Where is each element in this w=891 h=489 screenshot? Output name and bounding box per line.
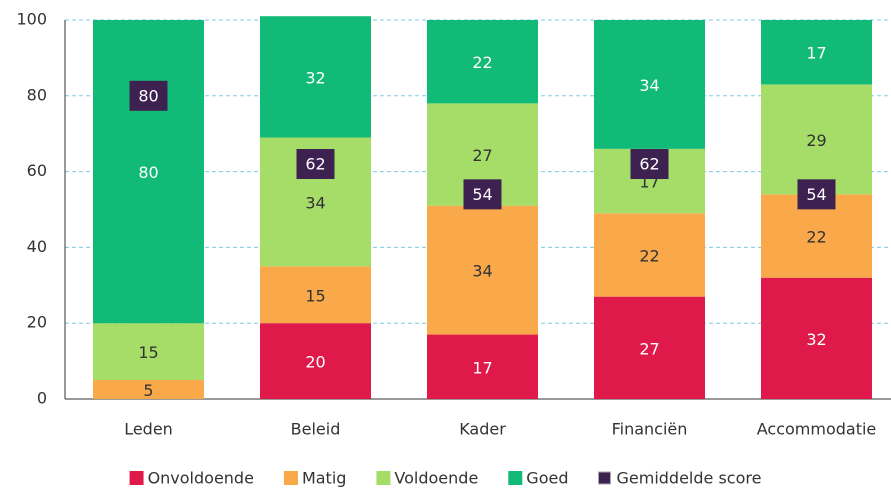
data-label: 5 <box>143 381 153 400</box>
bar-segment <box>93 380 204 399</box>
legend-swatch <box>597 471 611 485</box>
legend-label: Goed <box>526 469 568 488</box>
bar-segment <box>427 205 538 335</box>
bar-segment <box>594 213 705 297</box>
data-label: 17 <box>806 44 826 63</box>
bar-segment <box>594 296 705 399</box>
x-tick-label: Financiën <box>612 420 688 439</box>
bar-segment <box>427 334 538 399</box>
average-label: 80 <box>138 86 158 105</box>
data-label: 15 <box>138 343 158 362</box>
bar-segment <box>260 323 371 399</box>
bar-segment <box>761 277 872 399</box>
data-label: 29 <box>806 131 826 150</box>
data-label: 80 <box>138 163 158 182</box>
legend-swatch <box>508 471 523 485</box>
average-marker <box>129 80 168 111</box>
data-label: 27 <box>639 339 659 358</box>
legend-swatch <box>129 471 144 485</box>
data-label: 22 <box>806 228 826 247</box>
average-label: 62 <box>639 155 659 174</box>
x-tick-label: Leden <box>124 420 173 439</box>
data-label: 27 <box>472 146 492 165</box>
y-tick-label: 40 <box>27 237 47 256</box>
x-tick-label: Kader <box>459 420 506 439</box>
data-label: 20 <box>305 353 325 372</box>
y-tick-label: 0 <box>37 389 47 408</box>
average-label: 54 <box>806 185 826 204</box>
legend-label: Onvoldoende <box>148 469 254 488</box>
legend-swatch <box>283 471 298 485</box>
bar-segment <box>427 20 538 104</box>
data-label: 32 <box>806 330 826 349</box>
data-label: 32 <box>305 68 325 87</box>
average-marker <box>296 149 335 180</box>
legend-swatch <box>376 471 391 485</box>
y-tick-label: 20 <box>27 313 47 332</box>
bar-segment <box>260 16 371 138</box>
average-marker <box>630 149 669 180</box>
data-label: 34 <box>639 76 659 95</box>
bar-segment <box>761 84 872 195</box>
data-label: 22 <box>639 246 659 265</box>
x-tick-label: Accommodatie <box>757 420 877 439</box>
bar-segment <box>260 266 371 324</box>
legend-label: Matig <box>302 469 346 488</box>
bar-segment <box>93 323 204 381</box>
legend-label: Gemiddelde score <box>616 469 761 488</box>
average-label: 62 <box>305 155 325 174</box>
average-label: 54 <box>472 185 492 204</box>
data-label: 22 <box>472 53 492 72</box>
y-tick-label: 100 <box>16 10 47 29</box>
data-label: 17 <box>472 358 492 377</box>
legend-label: Voldoende <box>394 469 478 488</box>
data-label: 34 <box>305 193 325 212</box>
y-tick-label: 60 <box>27 161 47 180</box>
average-marker <box>463 179 502 210</box>
data-label: 34 <box>472 262 492 281</box>
bar-segment <box>93 20 204 324</box>
data-label: 15 <box>305 286 325 305</box>
x-tick-label: Beleid <box>291 420 341 439</box>
bar-segment <box>594 20 705 149</box>
average-marker <box>797 179 836 210</box>
bar-segment <box>761 20 872 85</box>
y-tick-label: 80 <box>27 85 47 104</box>
